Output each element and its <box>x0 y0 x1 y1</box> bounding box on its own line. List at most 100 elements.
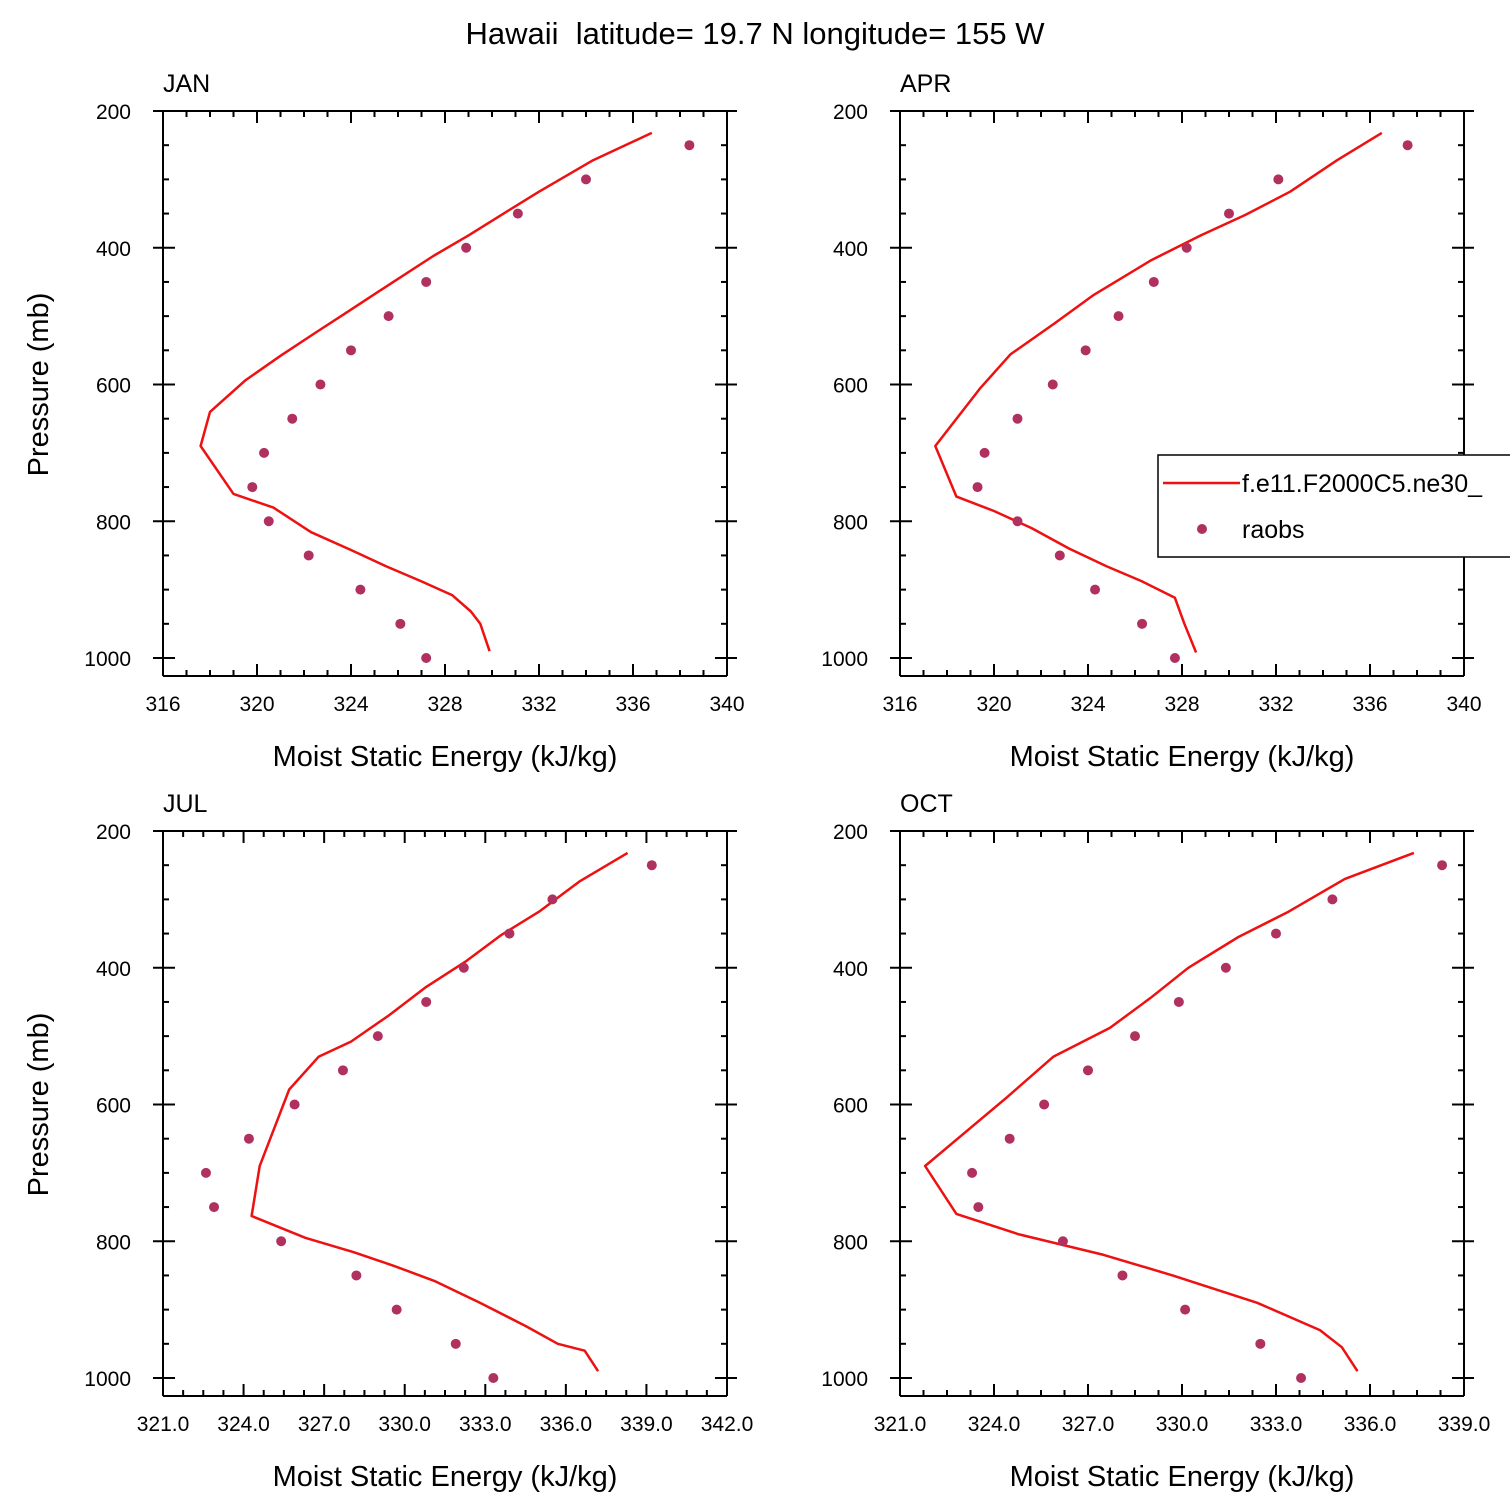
obs-point-jul <box>391 1304 402 1315</box>
obs-point-oct <box>1220 962 1231 973</box>
y-tick-label-oct: 600 <box>833 1095 868 1118</box>
x-axis-label-jan: Moist Static Energy (kJ/kg) <box>273 741 618 773</box>
obs-point-jul <box>646 860 657 871</box>
obs-point-oct <box>1437 860 1448 871</box>
obs-point-jan <box>287 413 298 424</box>
obs-point-jul <box>289 1099 300 1110</box>
x-axis-label-oct: Moist Static Energy (kJ/kg) <box>1010 1461 1355 1493</box>
obs-point-oct <box>1039 1099 1050 1110</box>
x-tick-label-oct: 321.0 <box>874 1413 927 1436</box>
obs-point-jul <box>243 1133 254 1144</box>
obs-point-apr <box>1113 311 1124 322</box>
obs-point-oct <box>1327 894 1338 905</box>
x-tick-label-jul: 330.0 <box>378 1413 431 1436</box>
x-tick-label-jul: 339.0 <box>620 1413 673 1436</box>
obs-point-apr <box>1080 345 1091 356</box>
obs-point-jan <box>395 618 406 629</box>
y-tick-label-jan: 1000 <box>84 648 131 671</box>
obs-point-jul <box>209 1202 220 1213</box>
x-tick-label-apr: 320 <box>976 693 1011 716</box>
obs-point-apr <box>1054 550 1065 561</box>
x-tick-label-oct: 330.0 <box>1156 1413 1209 1436</box>
obs-point-jan <box>315 379 326 390</box>
obs-point-jul <box>372 1031 383 1042</box>
y-tick-label-oct: 800 <box>833 1231 868 1254</box>
x-tick-label-oct: 324.0 <box>968 1413 1021 1436</box>
y-tick-label-jan: 600 <box>96 375 131 398</box>
obs-point-oct <box>1255 1338 1266 1349</box>
obs-point-jul <box>458 962 469 973</box>
obs-point-apr <box>1090 584 1101 595</box>
x-tick-label-apr: 336 <box>1352 693 1387 716</box>
y-tick-label-oct: 1000 <box>821 1368 868 1391</box>
obs-point-oct <box>1296 1373 1307 1383</box>
legend-box <box>1157 454 1510 558</box>
x-tick-label-jul: 336.0 <box>540 1413 593 1436</box>
legend-obs-dot-icon <box>1197 524 1207 534</box>
y-tick-label-apr: 1000 <box>821 648 868 671</box>
obs-point-jan <box>581 174 591 185</box>
obs-point-jan <box>247 482 258 493</box>
y-tick-label-apr: 800 <box>833 511 868 534</box>
obs-point-oct <box>1173 996 1184 1007</box>
x-tick-label-oct: 333.0 <box>1250 1413 1303 1436</box>
obs-point-jan <box>421 653 432 663</box>
obs-point-apr <box>1402 140 1413 151</box>
x-tick-label-jan: 328 <box>427 693 462 716</box>
obs-point-apr <box>972 482 983 493</box>
obs-point-jan <box>383 311 394 322</box>
y-tick-label-apr: 200 <box>833 101 868 124</box>
x-tick-label-jan: 336 <box>615 693 650 716</box>
obs-point-jan <box>355 584 366 595</box>
y-tick-label-apr: 600 <box>833 375 868 398</box>
y-axis-label-jan: Pressure (mb) <box>23 293 55 477</box>
x-tick-label-jul: 342.0 <box>701 1413 754 1436</box>
obs-point-apr <box>979 447 990 458</box>
y-tick-label-jan: 800 <box>96 511 131 534</box>
obs-point-oct <box>1271 928 1281 939</box>
obs-point-apr <box>1047 379 1058 390</box>
x-tick-label-jan: 320 <box>239 693 274 716</box>
obs-point-oct <box>1004 1133 1015 1144</box>
obs-point-apr <box>1148 276 1159 287</box>
y-tick-label-jan: 400 <box>96 238 131 261</box>
obs-point-jan <box>303 550 314 561</box>
x-tick-label-apr: 316 <box>882 693 917 716</box>
legend-obs-label: raobs <box>1242 516 1305 544</box>
obs-point-jul <box>200 1167 211 1178</box>
obs-point-jan <box>512 208 523 219</box>
x-tick-label-jan: 340 <box>709 693 744 716</box>
y-tick-label-jul: 200 <box>96 821 131 844</box>
panel-title-jul: JUL <box>163 790 208 818</box>
y-tick-label-apr: 400 <box>833 238 868 261</box>
x-axis-label-jul: Moist Static Energy (kJ/kg) <box>273 1461 618 1493</box>
panel-title-jan: JAN <box>163 70 210 98</box>
y-tick-label-jul: 400 <box>96 958 131 981</box>
figure-title: Hawaii latitude= 19.7 N longitude= 155 W <box>465 16 1045 51</box>
y-tick-label-oct: 400 <box>833 958 868 981</box>
obs-point-apr <box>1137 618 1148 629</box>
y-tick-label-jul: 800 <box>96 1231 131 1254</box>
obs-point-jul <box>504 928 515 939</box>
x-tick-label-jul: 324.0 <box>217 1413 270 1436</box>
obs-point-oct <box>1180 1304 1191 1315</box>
x-tick-label-jul: 321.0 <box>137 1413 190 1436</box>
obs-point-jul <box>276 1236 287 1247</box>
obs-point-jul <box>337 1065 348 1076</box>
legend-model-label: f.e11.F2000C5.ne30_ <box>1242 470 1483 498</box>
panel-oct: OCT 321.0 324.0 327.0 330.0 333.0 336.0 339.0 20… <box>821 790 1490 1493</box>
x-tick-label-jan: 324 <box>333 693 368 716</box>
obs-point-jan <box>684 140 695 151</box>
panel-title-apr: APR <box>900 70 951 98</box>
obs-point-jul <box>547 894 558 905</box>
obs-point-apr <box>1181 242 1192 253</box>
model-line-oct <box>923 851 1415 1372</box>
y-tick-label-oct: 200 <box>833 821 868 844</box>
x-tick-label-jul: 327.0 <box>298 1413 351 1436</box>
x-tick-label-oct: 339.0 <box>1438 1413 1491 1436</box>
panel-jan: JAN 316 320 324 328 332 336 340 200 400 600 800 1000… <box>23 70 745 773</box>
x-tick-label-apr: 340 <box>1446 693 1481 716</box>
obs-point-apr <box>1224 208 1234 219</box>
model-line-apr <box>934 131 1383 653</box>
